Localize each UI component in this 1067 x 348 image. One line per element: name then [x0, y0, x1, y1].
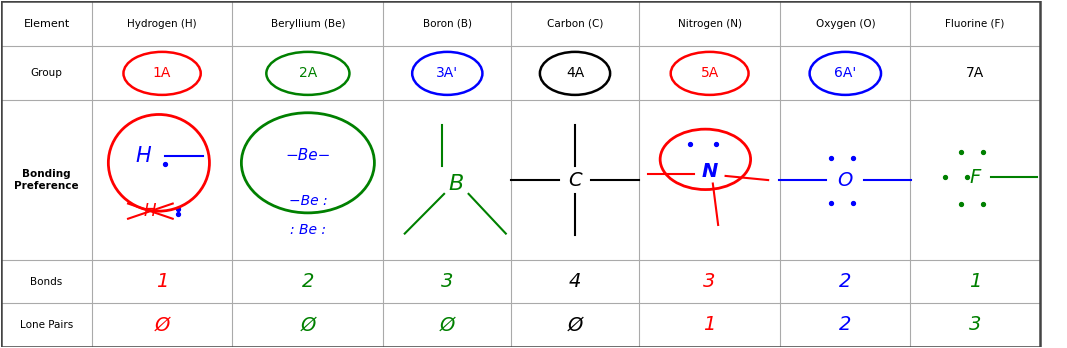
Text: Ø: Ø	[568, 315, 583, 334]
Text: −Be−: −Be−	[285, 148, 331, 164]
Text: O: O	[838, 171, 853, 190]
Text: 2: 2	[302, 272, 314, 291]
Text: 6A': 6A'	[834, 66, 857, 80]
Text: 2A: 2A	[299, 66, 317, 80]
Text: Boron (B): Boron (B)	[423, 19, 472, 29]
Text: 7A: 7A	[966, 66, 984, 80]
Text: Bonding
Preference: Bonding Preference	[14, 169, 79, 191]
Text: Bonds: Bonds	[31, 277, 63, 286]
Text: H: H	[143, 202, 156, 220]
Text: C: C	[569, 171, 582, 190]
Text: 3A': 3A'	[436, 66, 459, 80]
Text: B: B	[448, 174, 463, 193]
Text: Group: Group	[31, 69, 63, 78]
Text: 3: 3	[969, 315, 982, 334]
Text: Oxygen (O): Oxygen (O)	[815, 19, 875, 29]
Text: 1: 1	[703, 315, 716, 334]
Text: Element: Element	[23, 19, 69, 29]
Text: −Be :: −Be :	[288, 194, 328, 208]
Text: 5A: 5A	[701, 66, 719, 80]
Text: Hydrogen (H): Hydrogen (H)	[127, 19, 197, 29]
Text: : Be :: : Be :	[290, 223, 325, 237]
Text: Lone Pairs: Lone Pairs	[20, 320, 74, 330]
Text: 1A: 1A	[153, 66, 172, 80]
Text: 3: 3	[703, 272, 716, 291]
Text: Nitrogen (N): Nitrogen (N)	[678, 19, 742, 29]
Text: 1: 1	[156, 272, 169, 291]
Text: Ø: Ø	[155, 315, 170, 334]
Text: 3: 3	[441, 272, 453, 291]
Text: N: N	[701, 162, 718, 181]
Text: Ø: Ø	[300, 315, 316, 334]
Text: H: H	[136, 146, 150, 166]
Text: Fluorine (F): Fluorine (F)	[945, 19, 1005, 29]
Text: 4: 4	[569, 272, 582, 291]
Text: 2: 2	[839, 315, 851, 334]
Text: 2: 2	[839, 272, 851, 291]
Text: Carbon (C): Carbon (C)	[546, 19, 603, 29]
Text: Beryllium (Be): Beryllium (Be)	[271, 19, 345, 29]
Text: Ø: Ø	[440, 315, 455, 334]
Text: F: F	[970, 168, 981, 187]
Text: 4A: 4A	[566, 66, 584, 80]
Text: 1: 1	[969, 272, 982, 291]
